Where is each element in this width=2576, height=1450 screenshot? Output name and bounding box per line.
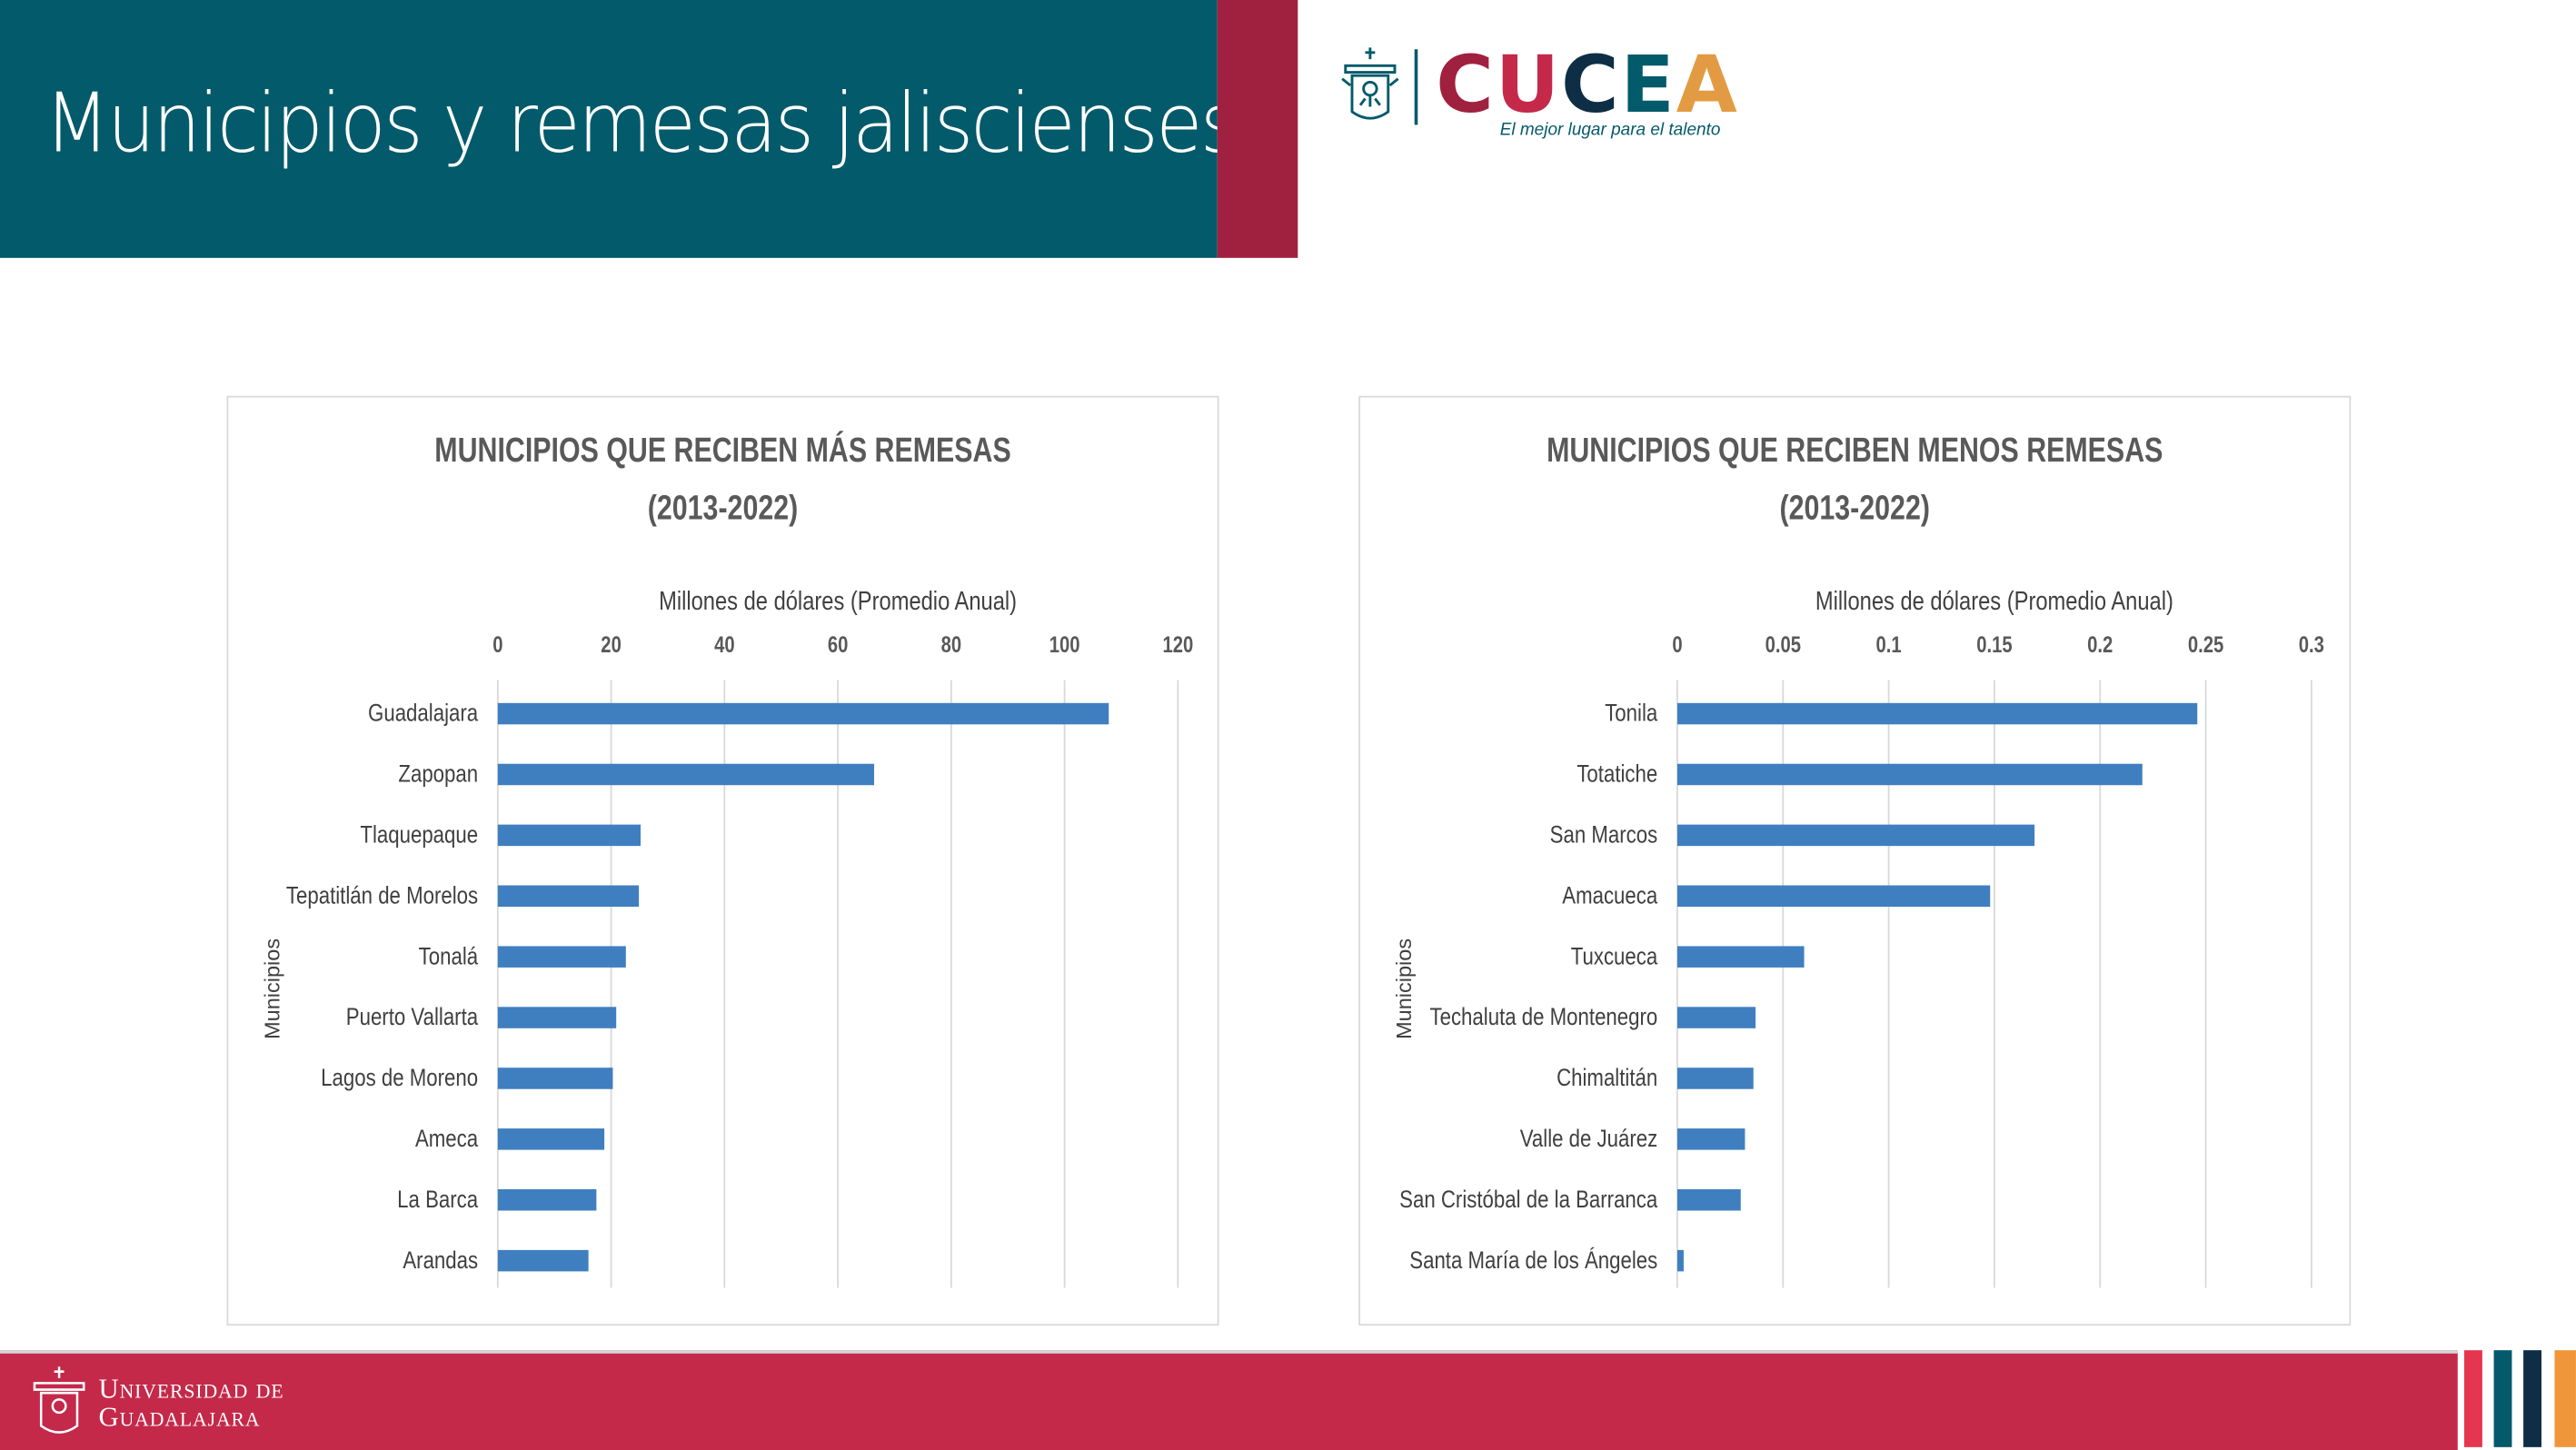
bar [1676,885,1991,908]
title-banner: Municipios y remesas jaliscienses I [0,0,1281,258]
logo-letter: U [1495,39,1561,132]
bar [1676,1007,1756,1028]
category-label: Guadalajara [368,700,478,728]
category-label: Santa María de los Ángeles [1409,1247,1657,1275]
bar [497,702,1109,725]
category-label: Tepatitlán de Morelos [286,882,478,909]
footer-stripe [2493,1350,2512,1447]
university-crest-footer-icon [33,1366,85,1434]
logo-tagline: El mejor lugar para el talento [1499,119,1721,140]
x-tick-label: 0.3 [2299,631,2324,658]
cucea-wordmark: CUCEA [1436,39,1738,131]
chart-title: (2013-2022) [1779,489,1929,527]
footer-band: Universidad de Guadalajara [0,1350,2458,1450]
chart-title: MUNICIPIOS QUE RECIBEN MÁS REMESAS [434,430,1010,470]
x-tick-label: 40 [714,631,735,658]
bar [1676,702,2198,725]
category-label: Tlaquepaque [360,822,478,849]
x-axis-title: Millones de dólares (Promedio Anual) [1815,586,2173,616]
category-label: Valle de Juárez [1520,1126,1658,1153]
category-label: La Barca [397,1187,478,1214]
bar [497,824,642,847]
bar [1676,946,1805,968]
university-name: Universidad de Guadalajara [98,1375,283,1430]
x-axis-title: Millones de dólares (Promedio Anual) [659,586,1017,616]
x-tick-label: 0.2 [2087,631,2113,658]
category-label: Zapopan [398,761,478,789]
category-label: Puerto Vallarta [346,1004,479,1031]
category-label: Tonalá [419,943,479,970]
x-tick-label: 0.25 [2188,631,2224,658]
bar [497,1007,617,1028]
logo-letter: C [1560,39,1621,132]
bar [1676,824,2035,847]
x-tick-label: 0.1 [1876,631,1902,658]
university-name-line1: Universidad de [98,1373,284,1405]
x-tick-label: 0 [1672,631,1682,658]
x-tick-label: 80 [941,631,962,658]
logo-letter: C [1436,39,1496,132]
category-label: San Cristóbal de la Barranca [1399,1187,1657,1214]
bar [497,763,875,786]
y-axis-title: Municipios [1392,939,1416,1039]
category-label: Totatiche [1576,761,1657,789]
slide-title: Municipios y remesas jaliscienses I [44,75,1281,172]
category-label: Amacueca [1562,882,1657,909]
university-name-line2: Guadalajara [98,1401,261,1433]
category-label: Tonila [1605,700,1657,728]
x-tick-label: 60 [828,631,849,658]
logo-letter: E [1620,39,1676,132]
chart-title: (2013-2022) [648,489,798,527]
chart-top-svg: MUNICIPIOS QUE RECIBEN MÁS REMESAS (2013-… [260,430,1193,1288]
chart-title: MUNICIPIOS QUE RECIBEN MENOS REMESAS [1547,432,2163,470]
bar [1676,763,2143,786]
chart-bottom-svg: MUNICIPIOS QUE RECIBEN MENOS REMESAS (201… [1392,432,2324,1288]
chart-top-municipios: MUNICIPIOS QUE RECIBEN MÁS REMESAS (2013-… [226,395,1219,1326]
category-label: Arandas [403,1247,478,1275]
logo-divider [1414,49,1417,125]
bar [497,946,626,968]
bar [497,1249,589,1272]
bar [1676,1068,1754,1089]
category-label: Lagos de Moreno [321,1065,478,1092]
x-tick-label: 0.05 [1765,631,1802,658]
bar [1676,1249,1684,1272]
bar [1676,1188,1741,1211]
bar [497,1128,605,1150]
logo-letter: A [1676,39,1739,132]
title-accent-bar [1217,0,1298,258]
footer-stripe [2523,1350,2541,1447]
bar [1676,1128,1746,1150]
x-tick-label: 20 [601,631,622,658]
x-tick-label: 0 [492,631,502,658]
category-label: San Marcos [1550,822,1658,849]
category-label: Techaluta de Montenegro [1429,1004,1657,1031]
bar [497,1188,597,1211]
category-label: Tuxcueca [1571,943,1658,970]
category-label: Ameca [415,1126,478,1153]
x-tick-label: 120 [1162,631,1193,658]
x-tick-label: 100 [1049,631,1080,658]
footer-stripe [2554,1350,2576,1447]
university-crest-icon [1341,47,1399,120]
bar [497,1068,613,1089]
y-axis-title: Municipios [260,939,283,1039]
category-label: Chimaltitán [1557,1065,1657,1092]
footer-stripe [2464,1350,2482,1447]
cucea-logo: CUCEA El mejor lugar para el talento [1334,39,1761,154]
bar [497,885,640,908]
chart-bottom-municipios: MUNICIPIOS QUE RECIBEN MENOS REMESAS (201… [1358,395,2352,1326]
x-tick-label: 0.15 [1976,631,2013,658]
